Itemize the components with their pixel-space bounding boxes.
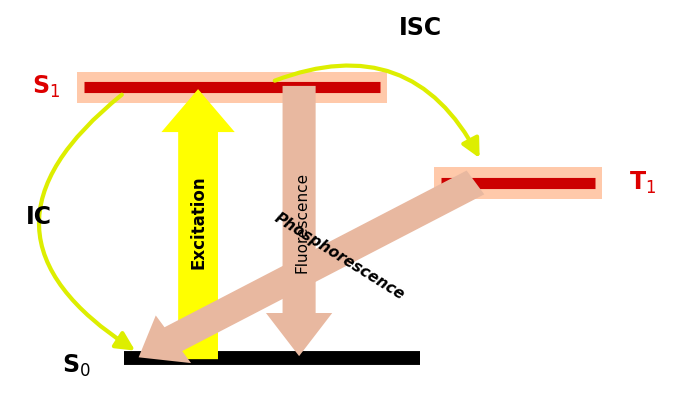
Text: Phosphorescence: Phosphorescence: [272, 210, 407, 302]
FancyArrow shape: [141, 172, 482, 361]
Bar: [434, 167, 602, 199]
Text: IC: IC: [26, 205, 52, 229]
FancyArrow shape: [269, 87, 329, 354]
Text: S$_0$: S$_0$: [62, 353, 90, 379]
Text: T$_1$: T$_1$: [629, 170, 657, 196]
Text: S$_1$: S$_1$: [32, 74, 60, 100]
Text: Excitation: Excitation: [189, 176, 207, 269]
Text: Fluorescence: Fluorescence: [295, 172, 310, 273]
Bar: [77, 72, 386, 103]
FancyArrow shape: [164, 91, 232, 358]
Text: ISC: ISC: [399, 16, 442, 40]
